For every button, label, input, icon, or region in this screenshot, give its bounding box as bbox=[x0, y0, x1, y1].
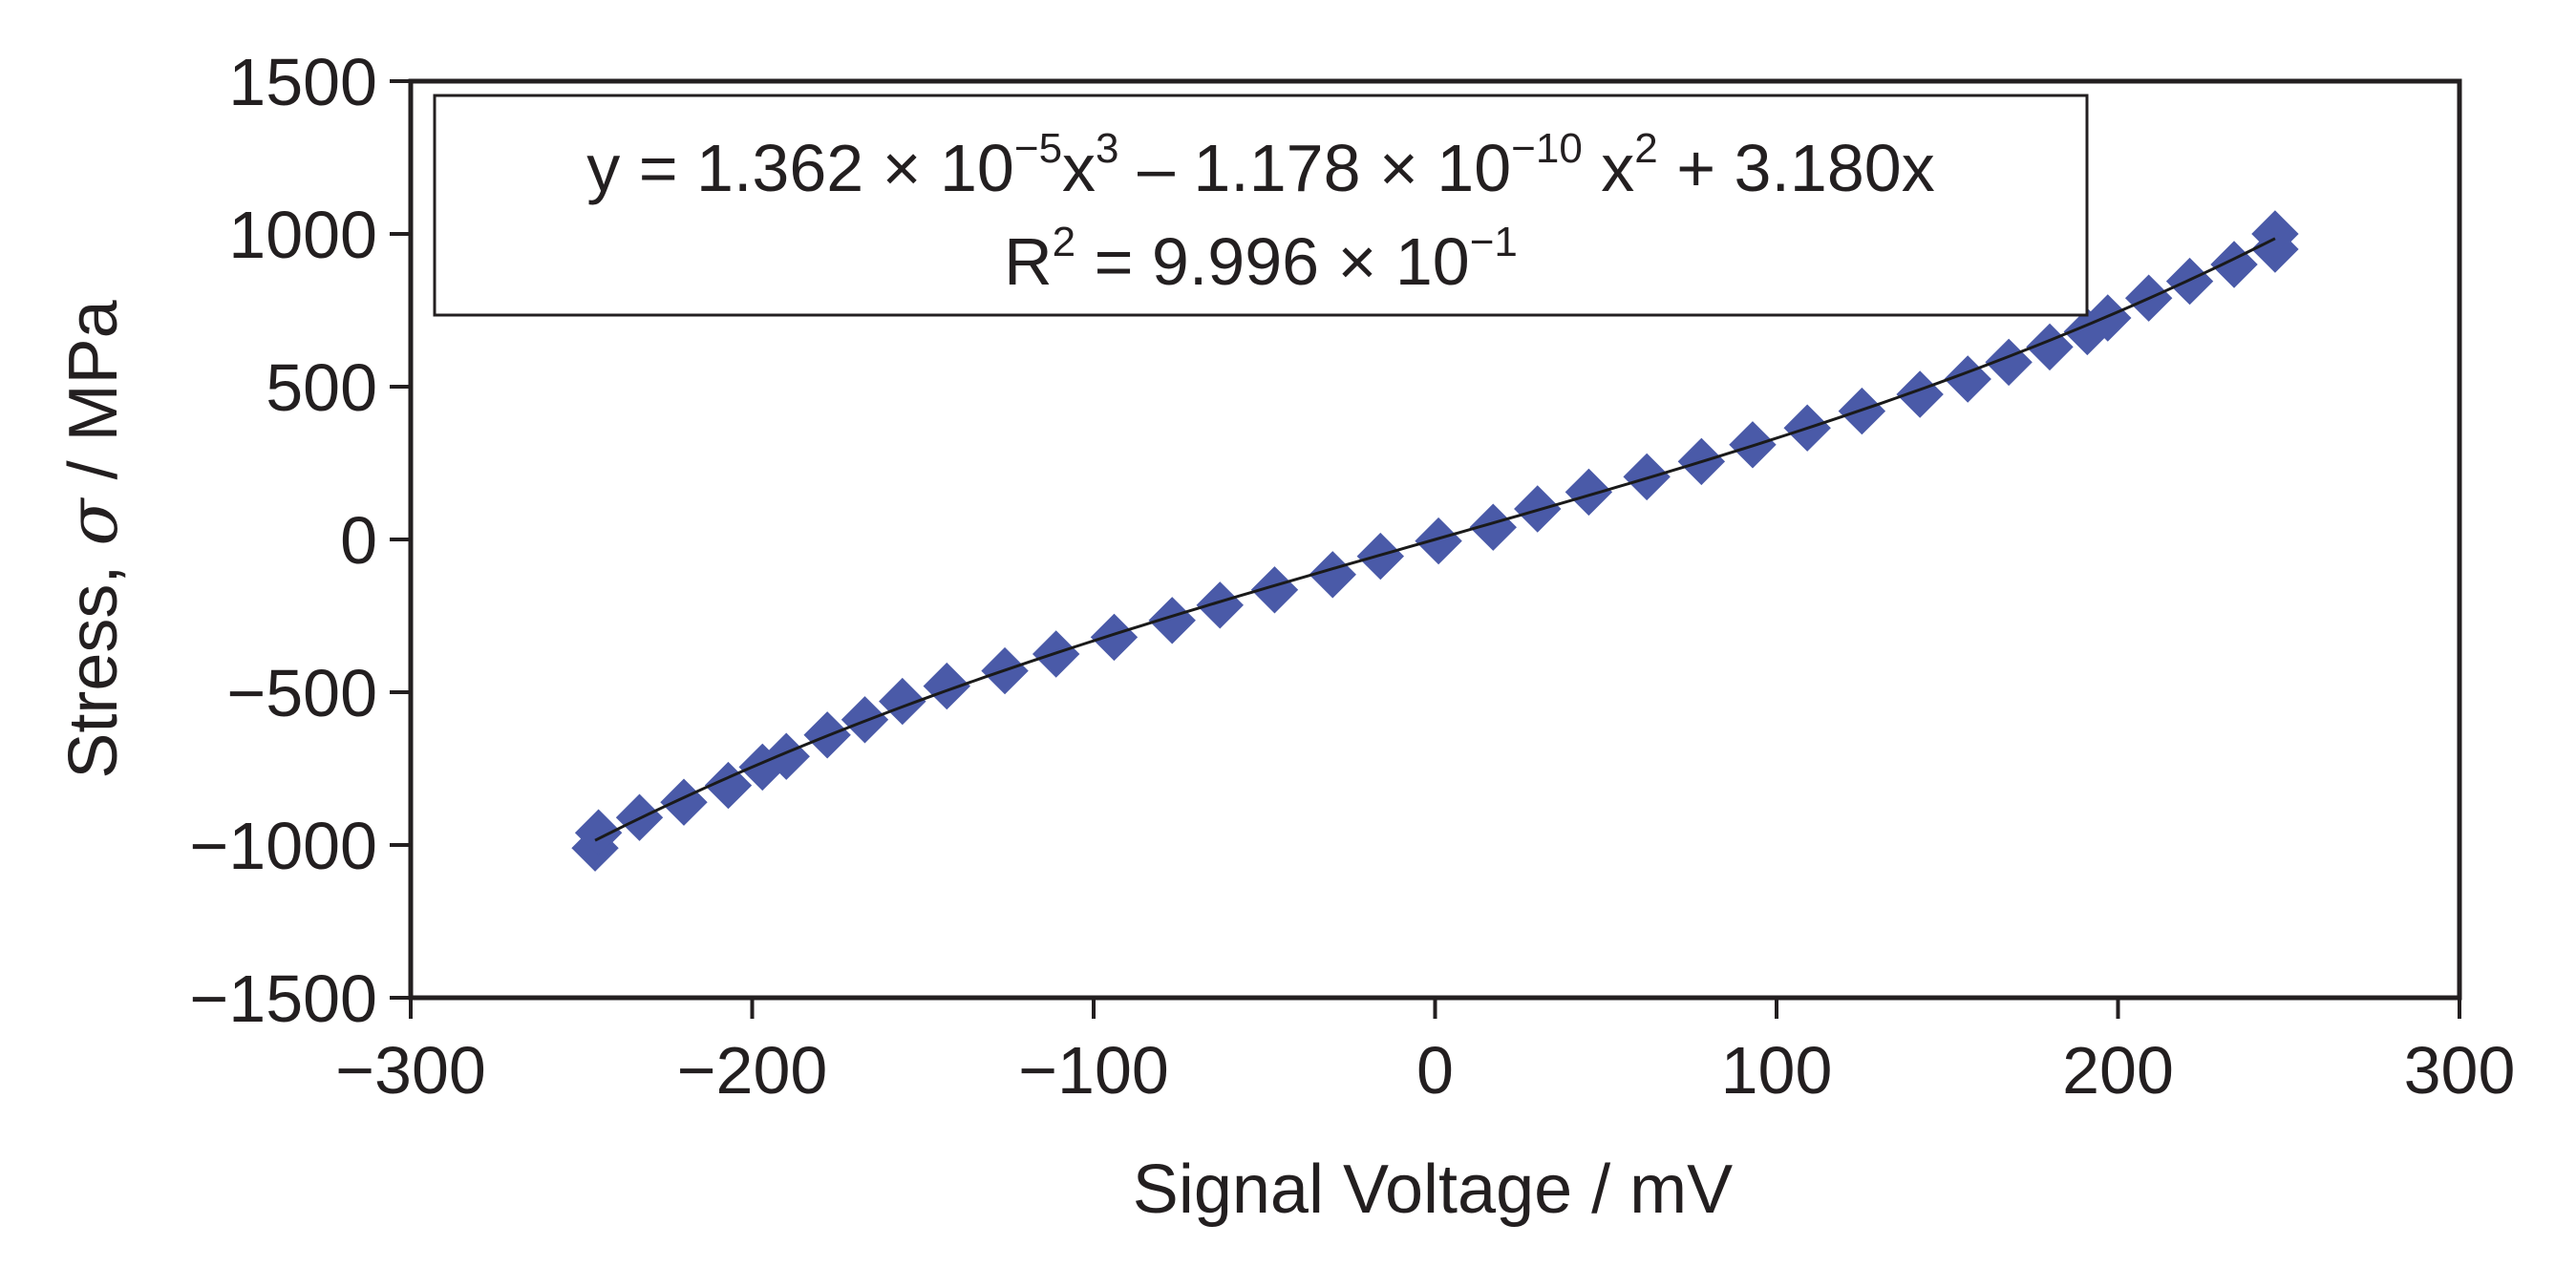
fit-line-group bbox=[594, 237, 2276, 842]
data-point bbox=[762, 732, 810, 780]
equation-prefix: y = 1.362 × 10 bbox=[586, 131, 1014, 205]
equation-mid: – 1.178 × 10 bbox=[1119, 131, 1512, 205]
equation-x3: x bbox=[1062, 131, 1096, 205]
r2-exp2: −1 bbox=[1470, 219, 1518, 265]
equation-text: y = 1.362 × 10−5x3 – 1.178 × 10−10 x2 + … bbox=[586, 125, 1934, 205]
y-axis-title-tail: / MPa bbox=[55, 299, 132, 498]
y-axis-title: Stress, σ / MPa bbox=[53, 299, 133, 778]
r2-mid: = 9.996 × 10 bbox=[1075, 224, 1470, 299]
x-tick-label: 100 bbox=[1721, 1033, 1833, 1108]
data-point bbox=[1896, 370, 1944, 418]
x-tick-label: 0 bbox=[1416, 1033, 1454, 1108]
equation-exp4: 2 bbox=[1634, 125, 1657, 172]
equation-exp1: −5 bbox=[1014, 125, 1062, 172]
data-point bbox=[660, 778, 708, 826]
x-axis-title: Signal Voltage / mV bbox=[1133, 1151, 1733, 1228]
y-tick-label: 1500 bbox=[228, 45, 377, 119]
x-axis: −300 −200 −100 0 100 200 300 bbox=[335, 998, 2515, 1108]
y-tick-label: 0 bbox=[340, 503, 377, 578]
y-axis-title-main: Stress, bbox=[55, 546, 132, 779]
fit-line bbox=[594, 237, 2276, 842]
y-tick-label: −1000 bbox=[189, 809, 377, 883]
data-point bbox=[574, 809, 623, 856]
equation-exp3: −10 bbox=[1511, 125, 1583, 172]
y-axis: −1500 −1000 −500 0 500 1000 1500 bbox=[189, 45, 411, 1036]
y-tick-label: −500 bbox=[226, 656, 377, 730]
data-point bbox=[1565, 468, 1613, 517]
x-tick-label: 300 bbox=[2404, 1033, 2516, 1108]
r2-exp: 2 bbox=[1053, 219, 1075, 265]
x-tick-label: −200 bbox=[677, 1033, 828, 1108]
r2-prefix: R bbox=[1004, 224, 1053, 299]
data-point bbox=[1309, 551, 1356, 599]
x-tick-label: −300 bbox=[335, 1033, 486, 1108]
equation-exp2: 3 bbox=[1096, 125, 1118, 172]
data-point bbox=[2210, 241, 2258, 288]
r-squared-text: R2 = 9.996 × 10−1 bbox=[1004, 219, 1518, 299]
equation-box bbox=[433, 94, 2089, 317]
y-axis-title-symbol: σ bbox=[53, 497, 133, 546]
y-tick-label: 500 bbox=[266, 350, 377, 425]
x-tick-label: −100 bbox=[1018, 1033, 1169, 1108]
data-point bbox=[1415, 517, 1462, 565]
y-tick-label: 1000 bbox=[228, 198, 377, 272]
data-point bbox=[1090, 613, 1139, 662]
x-tick-label: 200 bbox=[2062, 1033, 2174, 1108]
data-point bbox=[879, 677, 926, 726]
y-tick-label: −1500 bbox=[189, 961, 377, 1036]
equation-tail: + 3.180x bbox=[1658, 131, 1935, 205]
data-point bbox=[923, 662, 970, 710]
equation-x2: x bbox=[1583, 131, 1634, 205]
